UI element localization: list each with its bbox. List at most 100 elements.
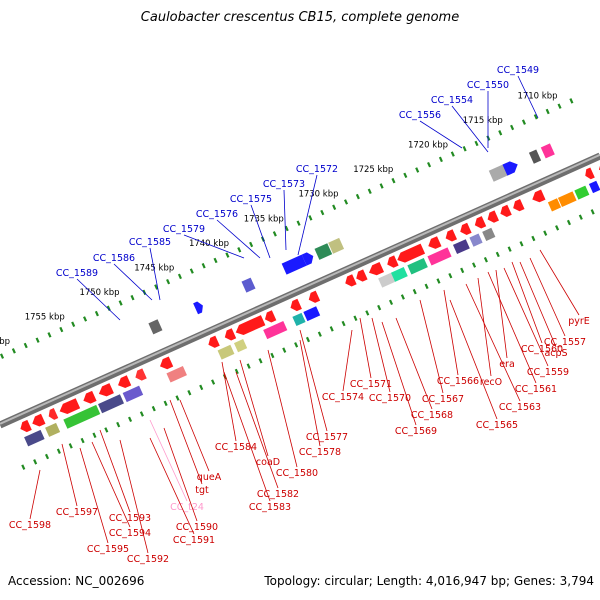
tick-mark <box>177 273 182 280</box>
reverse-gene-label: CC_1598 <box>9 520 51 531</box>
gene-body <box>290 298 302 312</box>
reverse-gene-label: CC_1566 <box>437 376 479 387</box>
tick-mark <box>590 209 595 215</box>
tick-mark <box>391 177 396 184</box>
gene-body <box>24 429 45 447</box>
tick-mark <box>569 98 574 104</box>
forward-gene-label: CC_1576 <box>196 209 238 220</box>
reverse-gene <box>500 204 512 217</box>
gene-body <box>63 404 101 429</box>
tick-mark <box>519 241 524 247</box>
forward-label-leader <box>419 120 463 149</box>
forward-label-leader <box>451 105 489 153</box>
tick-mark <box>234 368 239 375</box>
reverse-gene <box>235 315 266 336</box>
cog-block <box>452 239 470 255</box>
reverse-label-leader <box>495 269 508 359</box>
gene-body <box>387 255 399 268</box>
reverse-label-leader <box>539 249 580 316</box>
reverse-gene-label: CC_1595 <box>87 544 129 555</box>
reverse-gene-label: CC_1583 <box>249 502 291 513</box>
gene-body <box>217 344 235 360</box>
tick-mark <box>94 310 99 317</box>
reverse-gene <box>59 398 81 414</box>
reverse-gene-label: CC_1592 <box>127 554 169 565</box>
reverse-gene-label: CC_1578 <box>299 447 341 458</box>
reverse-gene-label: CC_1591 <box>173 535 215 546</box>
cog-block <box>427 247 452 266</box>
gene-body <box>532 189 546 203</box>
gene-body <box>263 321 288 340</box>
reverse-gene <box>428 236 442 249</box>
reverse-gene <box>474 216 487 229</box>
tick-mark <box>201 263 206 269</box>
gene-body <box>281 254 307 275</box>
tick-mark <box>270 352 275 359</box>
gene-body <box>474 216 487 229</box>
tick-mark <box>365 310 370 316</box>
gene-body <box>407 258 428 275</box>
reverse-label-leader <box>503 267 549 367</box>
gene-body <box>547 198 562 212</box>
tick-mark <box>163 400 168 407</box>
kbp-tick-label: 1750 kbp <box>79 288 119 298</box>
forward-gene <box>540 143 555 159</box>
reverse-label-leader <box>511 261 543 344</box>
tick-mark <box>403 172 408 179</box>
reverse-gene-label: pyrE <box>568 316 590 327</box>
reverse-gene <box>32 413 46 427</box>
kbp-tick-label: 1735 kbp <box>244 214 284 224</box>
gene-body <box>160 356 174 370</box>
reverse-gene-label: CC_1590 <box>176 522 218 533</box>
tick-mark <box>448 272 453 279</box>
tick-mark <box>151 405 156 412</box>
reverse-gene <box>98 383 114 397</box>
reverse-label-leader <box>381 321 417 426</box>
tick-mark <box>555 225 560 231</box>
tick-mark <box>474 140 479 147</box>
reverse-gene-label: tgt <box>195 485 209 496</box>
reverse-label-leader <box>529 257 566 337</box>
gene-body <box>452 239 470 255</box>
tick-mark <box>483 257 488 263</box>
forward-label-leader <box>149 247 161 301</box>
cog-block <box>557 191 577 208</box>
forward-gene-label: CC_1585 <box>129 237 171 248</box>
reverse-gene-label: CC_1593 <box>109 513 151 524</box>
topology-label: Topology: circular; Length: 4,016,947 bp… <box>264 574 594 588</box>
forward-label-leader <box>250 204 271 259</box>
tick-mark <box>139 411 144 417</box>
reverse-label-leader <box>487 271 537 384</box>
tick-mark <box>438 156 443 163</box>
tick-mark <box>472 262 477 268</box>
reverse-gene-label: CC_1561 <box>515 384 557 395</box>
reverse-gene-label: acpS <box>544 348 567 359</box>
tick-mark <box>11 348 16 354</box>
accession-label: Accession: NC_002696 <box>8 574 145 588</box>
reverse-label-leader <box>91 441 131 528</box>
tick-mark <box>83 316 88 322</box>
tick-mark <box>320 209 325 216</box>
reverse-label-leader <box>359 317 372 379</box>
tick-mark <box>415 167 420 173</box>
reverse-label-leader <box>221 361 237 442</box>
reverse-label-leader <box>149 419 188 502</box>
gene-body <box>148 319 163 335</box>
tick-mark <box>23 342 28 349</box>
reverse-label-leader <box>169 399 203 485</box>
forward-gene-label: CC_1573 <box>263 179 305 190</box>
forward-label-leader <box>76 278 121 321</box>
reverse-gene <box>160 356 174 370</box>
reverse-label-leader <box>395 317 433 410</box>
reverse-label-leader <box>163 427 198 522</box>
forward-gene-label: CC_1556 <box>399 110 441 121</box>
tick-mark <box>507 246 512 252</box>
cog-block <box>233 339 248 353</box>
forward-gene-label: CC_1579 <box>163 224 205 235</box>
forward-gene-label: CC_1549 <box>497 65 539 76</box>
reverse-gene-label: CC_1557 <box>544 337 586 348</box>
forward-label-leader <box>283 189 287 251</box>
gene-body <box>224 328 237 341</box>
gene-body <box>588 180 600 194</box>
reverse-gene-label: CC_1584 <box>215 442 257 453</box>
